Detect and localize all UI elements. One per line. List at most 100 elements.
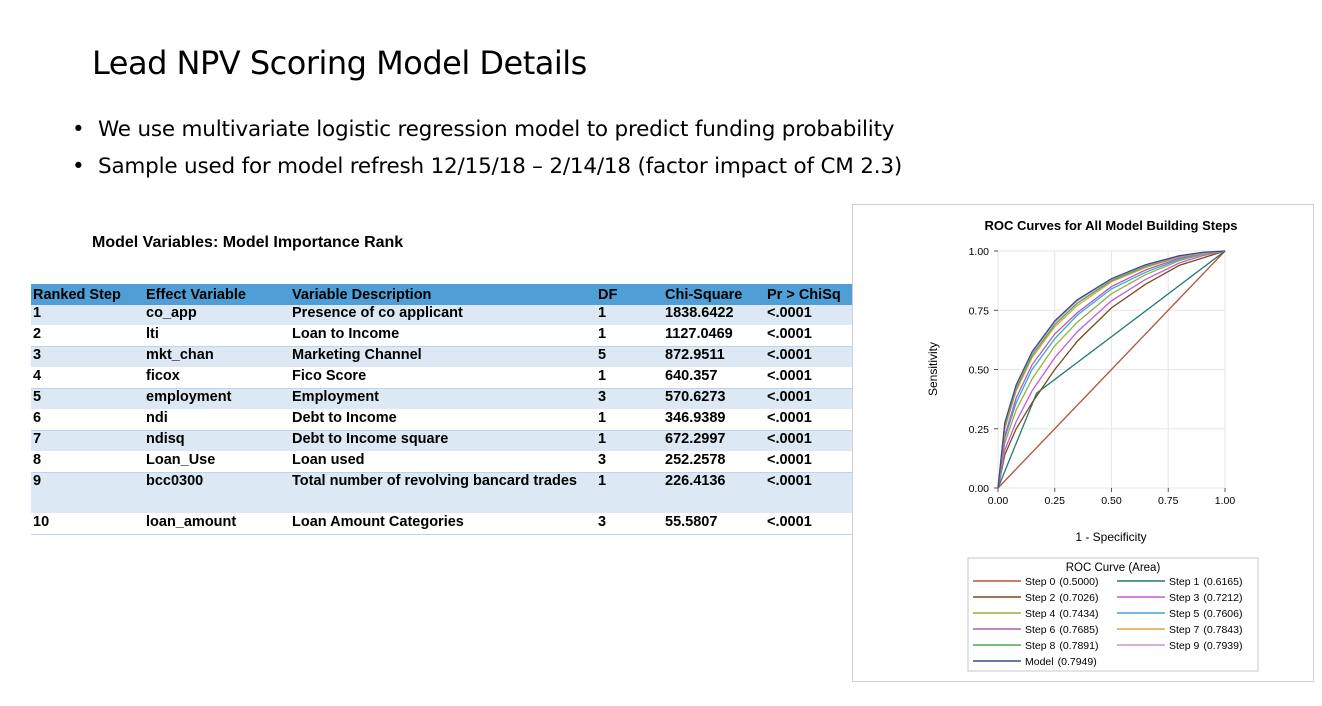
table-row: 1 co_app Presence of co applicant 1 1838.642… [31, 305, 864, 326]
legend-entry: Step 8 (0.7891) [1025, 640, 1098, 652]
table-cell: Debt to Income [290, 409, 596, 431]
table-title: Model Variables: Model Importance Rank [92, 234, 404, 251]
legend-entry: Step 1 (0.6165) [1169, 576, 1242, 588]
table-cell: 1 [596, 325, 663, 347]
table-cell: 1 [596, 472, 663, 514]
table-cell: 226.4136 [663, 472, 765, 514]
y-axis-label: Sensitivity [926, 342, 940, 396]
column-header: Effect Variable [144, 284, 290, 305]
legend-series-auc: (0.7843) [1203, 624, 1242, 636]
legend-series-name: Step 4 [1025, 608, 1056, 620]
table-cell: Loan Amount Categories [290, 513, 596, 535]
legend-series-auc: (0.7026) [1059, 592, 1098, 604]
legend-series-auc: (0.7212) [1203, 592, 1242, 604]
legend-series-auc: (0.7939) [1203, 640, 1242, 652]
series-lines [997, 250, 1226, 489]
table-cell: 3 [31, 346, 144, 368]
legend-entry: Step 4 (0.7434) [1025, 608, 1098, 620]
legend: ROC Curve (Area) Step 0 (0.5000) Step 1 (0.… [967, 557, 1259, 672]
table-cell: 9 [31, 472, 144, 514]
table-cell: 2 [31, 325, 144, 347]
table-row: 7 ndisq Debt to Income square 1 672.2997 <.00… [31, 430, 864, 452]
bullet-item: Sample used for model refresh 12/15/18 –… [72, 151, 902, 188]
table-cell: Loan_Use [144, 451, 290, 473]
legend-entry: Step 2 (0.7026) [1025, 592, 1098, 604]
legend-series-auc: (0.7685) [1059, 624, 1098, 636]
table-cell: bcc0300 [144, 472, 290, 514]
legend-series-name: Step 5 [1169, 608, 1200, 620]
table-cell: Presence of co applicant [290, 305, 596, 326]
column-header: Ranked Step [31, 284, 144, 305]
legend-entry: Step 7 (0.7843) [1169, 624, 1242, 636]
legend-series-name: Step 3 [1169, 592, 1200, 604]
legend-series-name: Step 6 [1025, 624, 1056, 636]
table-row: 5 employment Employment 3 570.6273 <.0001 [31, 388, 864, 410]
table-cell: <.0001 [765, 367, 864, 389]
roc-line-step-4 [997, 250, 1226, 489]
legend-series-auc: (0.5000) [1059, 576, 1098, 588]
y-tick-label: 0.75 [969, 305, 990, 317]
table-cell: 5 [31, 388, 144, 410]
table-cell: loan_amount [144, 513, 290, 535]
legend-series-auc: (0.6165) [1203, 576, 1242, 588]
table-cell: <.0001 [765, 451, 864, 473]
column-header: Chi-Square [663, 284, 765, 305]
table-cell: lti [144, 325, 290, 347]
legend-entry: Step 5 (0.7606) [1169, 608, 1242, 620]
legend-entry: Step 3 (0.7212) [1169, 592, 1242, 604]
table-cell: <.0001 [765, 409, 864, 431]
table-cell: 1 [596, 367, 663, 389]
x-tick-label: 0.50 [1101, 495, 1122, 507]
x-tick-label: 0.25 [1045, 495, 1066, 507]
table-row: 10 loan_amount Loan Amount Categories 3 55.5… [31, 513, 864, 535]
table-cell: 6 [31, 409, 144, 431]
table-cell: 570.6273 [663, 388, 765, 410]
table-cell: ndi [144, 409, 290, 431]
table-cell: 3 [596, 388, 663, 410]
table-cell: 672.2997 [663, 430, 765, 452]
table-cell: Total number of revolving bancard trades [290, 472, 596, 514]
table-cell: 4 [31, 367, 144, 389]
legend-series-name: Model [1025, 656, 1054, 668]
table-cell: 3 [596, 451, 663, 473]
table-cell: 5 [596, 346, 663, 368]
roc-line-model [997, 250, 1226, 489]
legend-entry: Model (0.7949) [1025, 656, 1097, 668]
x-tick-label: 1.00 [1215, 495, 1236, 507]
roc-line-step-3 [997, 250, 1226, 489]
legend-entry: Step 0 (0.5000) [1025, 576, 1098, 588]
legend-series-name: Step 9 [1169, 640, 1200, 652]
table-body: 1 co_app Presence of co applicant 1 1838.642… [31, 305, 864, 535]
legend-series-auc: (0.7949) [1058, 656, 1097, 668]
table-cell: co_app [144, 305, 290, 326]
table-cell: 1127.0469 [663, 325, 765, 347]
column-header: Variable Description [290, 284, 596, 305]
legend-series-name: Step 8 [1025, 640, 1056, 652]
table-row: 2 lti Loan to Income 1 1127.0469 <.0001 [31, 325, 864, 347]
roc-line-step-6 [997, 250, 1226, 489]
table-cell: 1 [596, 430, 663, 452]
table-cell: <.0001 [765, 388, 864, 410]
table-cell: Debt to Income square [290, 430, 596, 452]
table-cell: 1 [596, 305, 663, 326]
roc-chart: ROC Curves for All Model Building Steps … [926, 218, 1259, 672]
legend-title: ROC Curve (Area) [1066, 562, 1161, 574]
y-tick-label: 0.00 [969, 483, 990, 495]
table-cell: <.0001 [765, 472, 864, 514]
legend-series-auc: (0.7606) [1203, 608, 1242, 620]
table-cell: 640.357 [663, 367, 765, 389]
table-cell: 8 [31, 451, 144, 473]
legend-box [967, 557, 1259, 672]
legend-series-name: Step 0 [1025, 576, 1056, 588]
bullet-item: We use multivariate logistic regression … [72, 114, 902, 151]
legend-entry: Step 9 (0.7939) [1169, 640, 1242, 652]
axes: 0.000.00 0.25 0.25 0.50 0.50 0.75 0.75 1.00 1.00 [969, 246, 1236, 507]
table-row: 4 ficox Fico Score 1 640.357 <.0001 [31, 367, 864, 389]
roc-line-step-1 [997, 250, 1226, 489]
bullet-list: We use multivariate logistic regression … [72, 114, 902, 188]
column-header: Pr > ChiSq [765, 284, 864, 305]
table-row: 9 bcc0300 Total number of revolving bancar… [31, 472, 864, 514]
table-row: 8 Loan_Use Loan used 3 252.2578 <.0001 [31, 451, 864, 473]
table-cell: 346.9389 [663, 409, 765, 431]
table-cell: ndisq [144, 430, 290, 452]
